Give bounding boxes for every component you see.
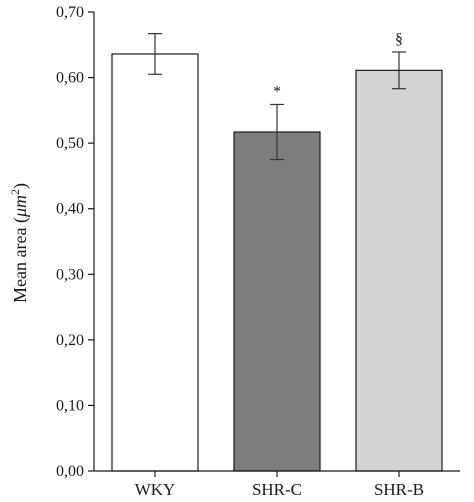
- x-category-label: SHR-B: [374, 480, 424, 499]
- bar-shr-b: [355, 69, 443, 472]
- y-tick-label: 0,20: [56, 332, 84, 349]
- bar-shr-c: [233, 131, 321, 472]
- y-tick-label: 0,60: [56, 70, 84, 87]
- significance-mark: *: [273, 83, 281, 100]
- axis-layer: 0,00 0,10 0,20 0,30 0,40 0,50 0,60 0,70 WKY SHR-C…: [56, 4, 460, 499]
- y-tick-label: 0,00: [56, 463, 84, 480]
- significance-mark: §: [395, 31, 403, 48]
- y-tick-label: 0,40: [56, 201, 84, 218]
- x-category-label: WKY: [135, 480, 176, 499]
- y-tick-label: 0,50: [56, 135, 84, 152]
- x-category-label: SHR-C: [252, 480, 302, 499]
- bar-wky: [111, 53, 199, 472]
- y-tick-label: 0,10: [56, 397, 84, 414]
- bars-layer: *§: [111, 31, 443, 472]
- y-axis-title: Mean area (μm2): [8, 183, 31, 303]
- y-tick-label: 0,70: [56, 4, 84, 21]
- y-tick-label: 0,30: [56, 266, 84, 283]
